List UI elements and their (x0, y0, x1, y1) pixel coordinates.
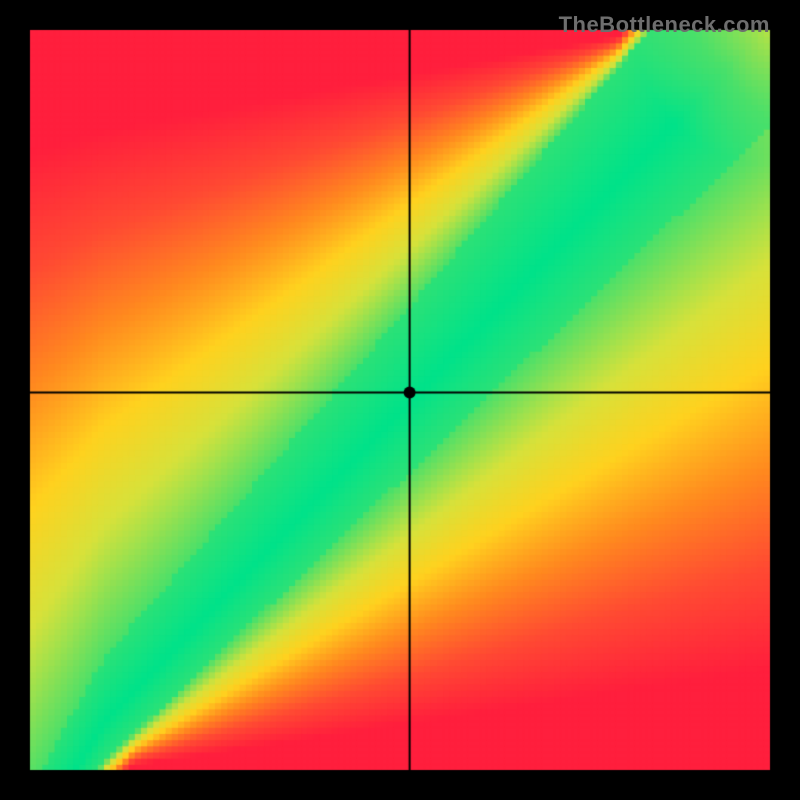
watermark-label: TheBottleneck.com (559, 12, 770, 38)
chart-container: TheBottleneck.com (0, 0, 800, 800)
heatmap-canvas (0, 0, 800, 800)
